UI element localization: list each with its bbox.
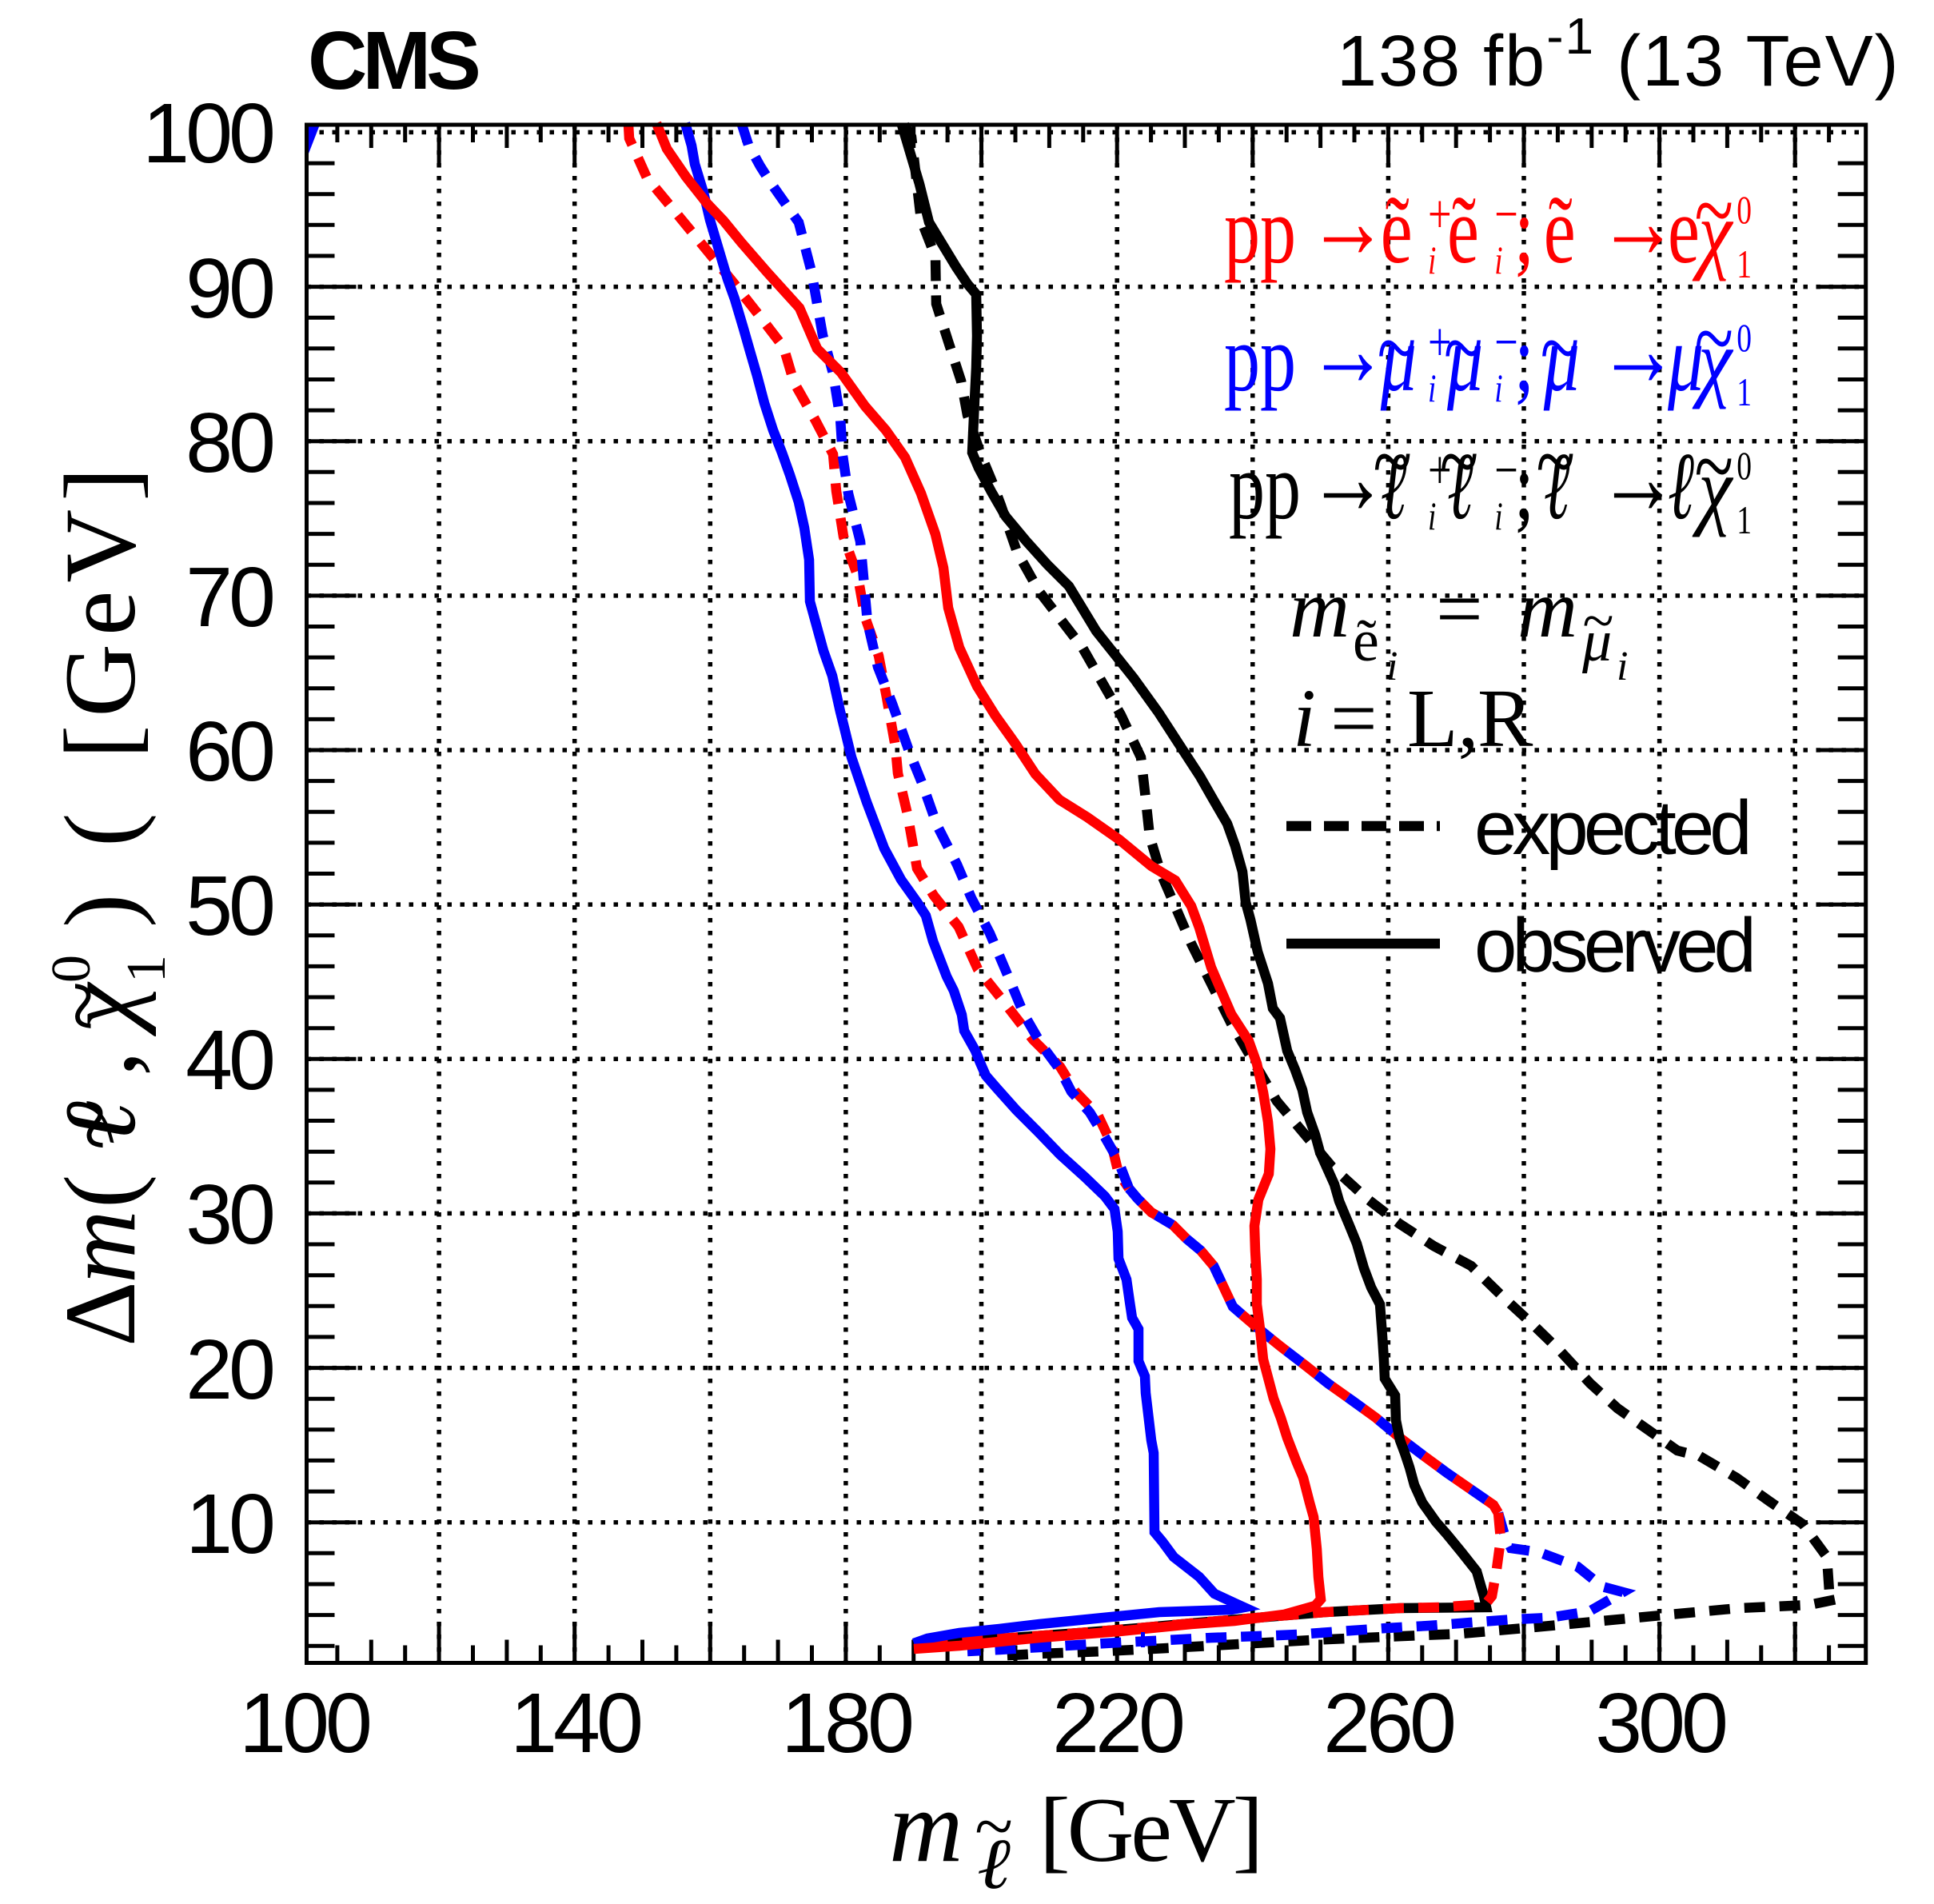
svg-text:pp→μ~+iμ~−i;μ~→μχ~01: pp →μ~ + i μ~ − i ;μ~ →μχ~0 1: [1224, 285, 1752, 415]
svg-text:138 fb-1 (13 TeV): 138 fb-1 (13 TeV): [1337, 7, 1900, 102]
svg-text:60: 60: [185, 705, 273, 799]
svg-text:140: 140: [510, 1676, 640, 1770]
svg-text:80: 80: [185, 396, 273, 490]
svg-text:20: 20: [185, 1323, 273, 1417]
svg-text:mℓ~[GeV]: m ℓ~ [GeV]: [889, 1770, 1260, 1900]
svg-text:100: 100: [239, 1676, 369, 1770]
svg-text:300: 300: [1595, 1676, 1725, 1770]
svg-text:40: 40: [185, 1013, 273, 1108]
svg-text:180: 180: [781, 1676, 911, 1770]
svg-text:70: 70: [185, 550, 273, 645]
svg-text:10: 10: [185, 1477, 273, 1571]
svg-text:260: 260: [1323, 1676, 1453, 1770]
svg-text:100: 100: [142, 86, 273, 181]
svg-text:expected: expected: [1474, 785, 1748, 871]
svg-text:90: 90: [185, 241, 273, 336]
svg-text:220: 220: [1052, 1676, 1182, 1770]
svg-text:pp→ℓ~+iℓ~−i;ℓ~→ℓχ~01: pp→ℓ~ + i ℓ~ − i ;ℓ~ →ℓχ~0 1: [1229, 408, 1752, 543]
svg-text:i=L,R: i = L,R: [1293, 673, 1533, 764]
svg-text:pp→ẽ+iẽ−i;ẽ→eχ~01: pp →ẽ + i ẽ − i ;ẽ →eχ~0 1: [1224, 157, 1752, 287]
svg-text:CMS: CMS: [308, 14, 478, 106]
svg-text:50: 50: [185, 859, 273, 953]
svg-text:mẽi=mμ~i: mẽ i= mμ~i: [1290, 563, 1628, 689]
svg-text:Δm(ℓ~,χ~01)([GeV]: Δm(ℓ~,χ~0 1)([GeV]: [32, 460, 177, 1347]
svg-text:observed: observed: [1474, 903, 1753, 988]
svg-text:30: 30: [185, 1168, 273, 1262]
